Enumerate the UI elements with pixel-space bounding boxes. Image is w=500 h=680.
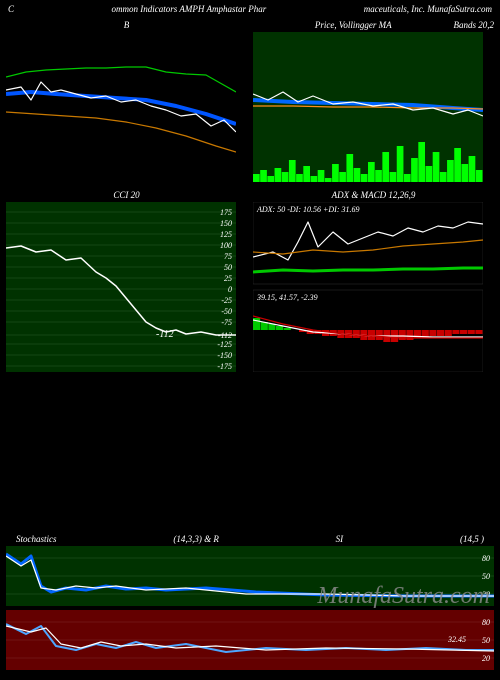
svg-text:-150: -150 (217, 351, 232, 360)
svg-text:150: 150 (220, 219, 232, 228)
stochastics-section: Stochastics (14,3,3) & R SI (14,5 ) 80 50… (6, 534, 494, 670)
svg-text:-50: -50 (221, 307, 232, 316)
adx-macd-panel: ADX & MACD 12,26,9 ADX: 50 -DI: 10.56 +D… (253, 188, 494, 372)
svg-text:39.15, 41.57, -2.39: 39.15, 41.57, -2.39 (256, 293, 318, 302)
svg-text:-112: -112 (156, 329, 174, 340)
svg-text:100: 100 (220, 241, 232, 250)
svg-text:125: 125 (220, 230, 232, 239)
stoch-title-left: Stochastics (16, 534, 57, 544)
header-left: C (8, 4, 14, 14)
svg-text:20: 20 (482, 654, 490, 663)
stoch-title-mid2: SI (336, 534, 344, 544)
cci-title: CCI 20 (113, 190, 139, 200)
header-right: maceuticals, Inc. MunafaSutra.com (364, 4, 492, 14)
svg-text:20: 20 (482, 590, 490, 599)
svg-text:80: 80 (482, 554, 490, 563)
bbands-title: B (124, 20, 130, 30)
svg-text:50: 50 (224, 263, 232, 272)
svg-text:50: 50 (482, 636, 490, 645)
svg-text:25: 25 (224, 274, 232, 283)
stoch-title-right: (14,5 ) (460, 534, 484, 544)
cci-chart: 175 150 125 100 75 50 25 0 -25 -50 -75 -112 -125 -150… (6, 202, 236, 372)
adx-macd-chart: ADX: 50 -DI: 10.56 +DI: 31.6939.15, 41.5… (253, 202, 483, 372)
price-title: Price, Vollingger MA (315, 20, 392, 30)
bbands-title-right: Bands 20,2 (453, 20, 494, 30)
svg-text:175: 175 (220, 208, 232, 217)
adx-title: ADX & MACD 12,26,9 (332, 190, 416, 200)
price-chart (253, 32, 483, 182)
stochastics-chart: 80 50 20 80 50 20 32.45 (6, 546, 494, 670)
svg-text:0: 0 (228, 285, 232, 294)
bbands-panel: B (6, 18, 247, 182)
svg-text:ADX: 50 -DI: 10.56 +DI: 31: ADX: 50 -DI: 10.56 +DI: 31.69 (256, 205, 360, 214)
price-panel: Price, Vollingger MA Bands 20,2 (253, 18, 494, 182)
page-header: C ommon Indicators AMPH Amphastar Phar m… (0, 0, 500, 18)
svg-text:-25: -25 (221, 296, 232, 305)
cci-panel: CCI 20 175 150 125 100 75 50 25 0 -25 -50 -75 -112 -… (6, 188, 247, 372)
svg-text:75: 75 (224, 252, 232, 261)
svg-text:-125: -125 (217, 340, 232, 349)
svg-text:50: 50 (482, 572, 490, 581)
bbands-chart (6, 32, 236, 182)
stoch-title-mid: (14,3,3) & R (173, 534, 219, 544)
svg-text:-75: -75 (221, 318, 232, 327)
svg-text:80: 80 (482, 618, 490, 627)
svg-text:32.45: 32.45 (447, 635, 466, 644)
header-center: ommon Indicators AMPH Amphastar Phar (112, 4, 267, 14)
svg-text:-175: -175 (217, 362, 232, 371)
